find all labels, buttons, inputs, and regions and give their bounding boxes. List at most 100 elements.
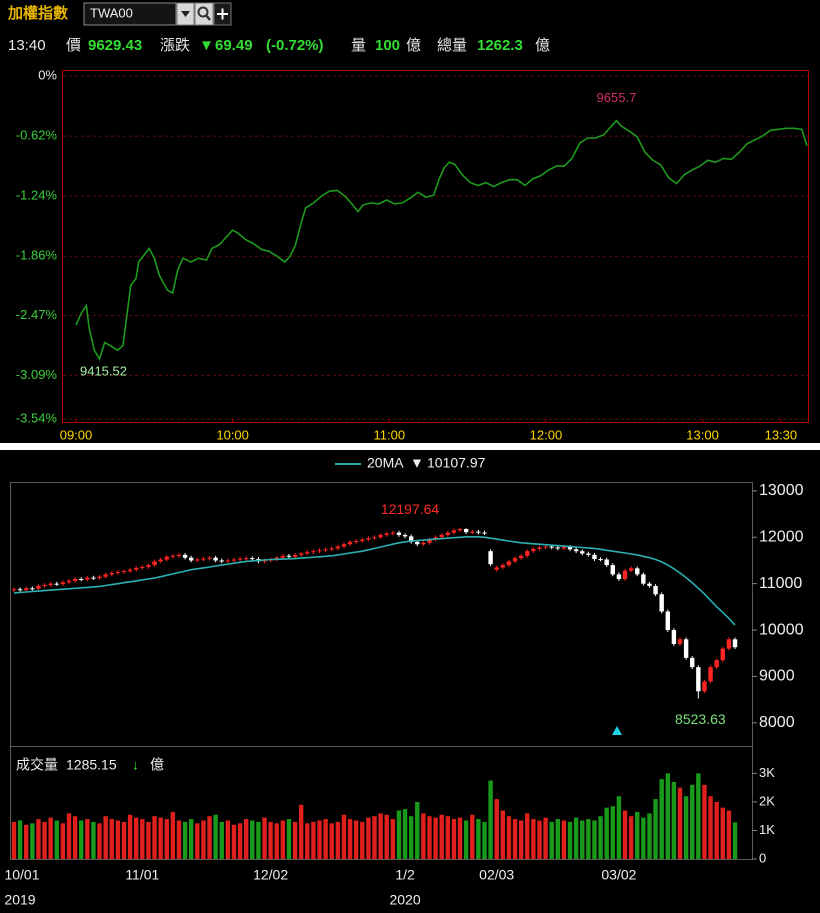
volume-bar: [482, 821, 487, 859]
candle-body: [250, 558, 255, 560]
volume-bar: [207, 816, 212, 859]
volume-bar: [298, 804, 304, 859]
candle-body: [726, 639, 732, 649]
candle-body: [457, 528, 463, 531]
search-icon-handle: [205, 14, 211, 21]
candle-body: [622, 570, 628, 580]
candle-body: [60, 582, 66, 585]
candle-body: [188, 557, 194, 561]
candle-body: [665, 611, 670, 631]
volume-bar: [421, 813, 426, 859]
volume-bar: [188, 819, 194, 859]
volume-bar: [665, 773, 670, 859]
candle-body: [335, 546, 341, 549]
candle-body: [488, 551, 493, 565]
change-percent: (-0.72%): [266, 37, 324, 54]
change-value: 69.49: [215, 37, 253, 54]
volume-bar: [543, 817, 548, 859]
volume-bar: [702, 784, 707, 859]
volume-bar: [390, 819, 396, 859]
y-tick-label: -3.54%: [16, 410, 58, 425]
y-tick-label: 13000: [759, 482, 804, 499]
volume-bar: [262, 817, 267, 859]
volume-bar: [439, 814, 444, 859]
candle-body: [628, 568, 634, 571]
volume-value: 100: [375, 37, 400, 54]
volume-bar: [592, 820, 597, 859]
candle-body: [616, 574, 622, 580]
volume-label: 量: [351, 37, 366, 54]
volume-bar: [347, 819, 353, 859]
volume-bar: [311, 821, 316, 859]
volume-bar: [103, 816, 108, 859]
volume-bar: [451, 819, 457, 859]
candle-body: [225, 560, 231, 562]
candle-body: [219, 560, 224, 562]
y-tick-label: -1.24%: [16, 188, 58, 203]
candle-body: [72, 579, 78, 581]
volume-bar: [384, 814, 389, 859]
candle-body: [103, 574, 108, 577]
candle-body: [170, 555, 176, 557]
volume-arrow: ↓: [132, 757, 139, 773]
candle-body: [696, 667, 701, 692]
candle-body: [549, 546, 554, 548]
volume-bar: [79, 820, 84, 859]
candle-body: [341, 544, 347, 547]
candle-body: [690, 657, 695, 668]
candle-body: [512, 558, 518, 562]
volume-bar: [115, 820, 121, 859]
volume-bar: [176, 820, 182, 859]
candle-body: [408, 536, 414, 542]
symbol-input[interactable]: [83, 2, 177, 26]
candle-body: [360, 539, 365, 541]
candle-body: [17, 589, 23, 591]
total-label: 總量: [437, 36, 467, 54]
low-label: 8523.63: [675, 711, 726, 727]
price-label: 價: [66, 37, 81, 54]
candle-body: [231, 559, 237, 561]
candle-body: [641, 574, 646, 584]
candle-body: [396, 532, 402, 535]
candle-body: [604, 559, 609, 566]
volume-bar: [372, 816, 377, 859]
x-tick-label: 11/01: [125, 867, 159, 883]
volume-bar: [317, 820, 322, 859]
candle-body: [390, 532, 396, 534]
y-tick-label: 1K: [759, 822, 775, 837]
volume-bar: [653, 799, 658, 859]
search-button[interactable]: [194, 2, 214, 26]
volume-bar: [531, 819, 536, 859]
candle-body: [714, 660, 719, 668]
volume-bar: [286, 819, 292, 859]
candle-body: [494, 567, 499, 570]
candle-body: [323, 549, 328, 551]
intraday-frame: [62, 70, 809, 423]
volume-bar: [500, 810, 506, 859]
volume-bar: [231, 824, 237, 859]
candle-body: [24, 588, 29, 591]
y-tick-label: -0.62%: [16, 128, 58, 143]
legend-arrow: ▼: [410, 455, 424, 471]
candle-body: [476, 531, 481, 533]
volume-unit: 億: [150, 757, 164, 773]
volume-bar: [280, 820, 286, 859]
volume-bar: [720, 807, 725, 859]
volume-bar: [268, 821, 273, 859]
volume-bar: [305, 823, 310, 859]
volume-bar: [182, 821, 188, 859]
volume-bar: [292, 821, 298, 859]
candle-body: [207, 557, 212, 559]
candle-body: [127, 569, 133, 572]
change-arrow: ▼: [199, 37, 214, 54]
candle-body: [121, 571, 127, 573]
volume-bar: [256, 821, 261, 859]
candle-body: [445, 532, 451, 535]
symbol-text: TWA00: [90, 5, 133, 20]
volume-bar: [195, 823, 200, 859]
candle-body: [353, 540, 359, 542]
candle-body: [586, 553, 591, 555]
candle-body: [415, 541, 420, 545]
x-tick-label: 12:00: [530, 427, 563, 442]
candle-body: [213, 557, 218, 561]
